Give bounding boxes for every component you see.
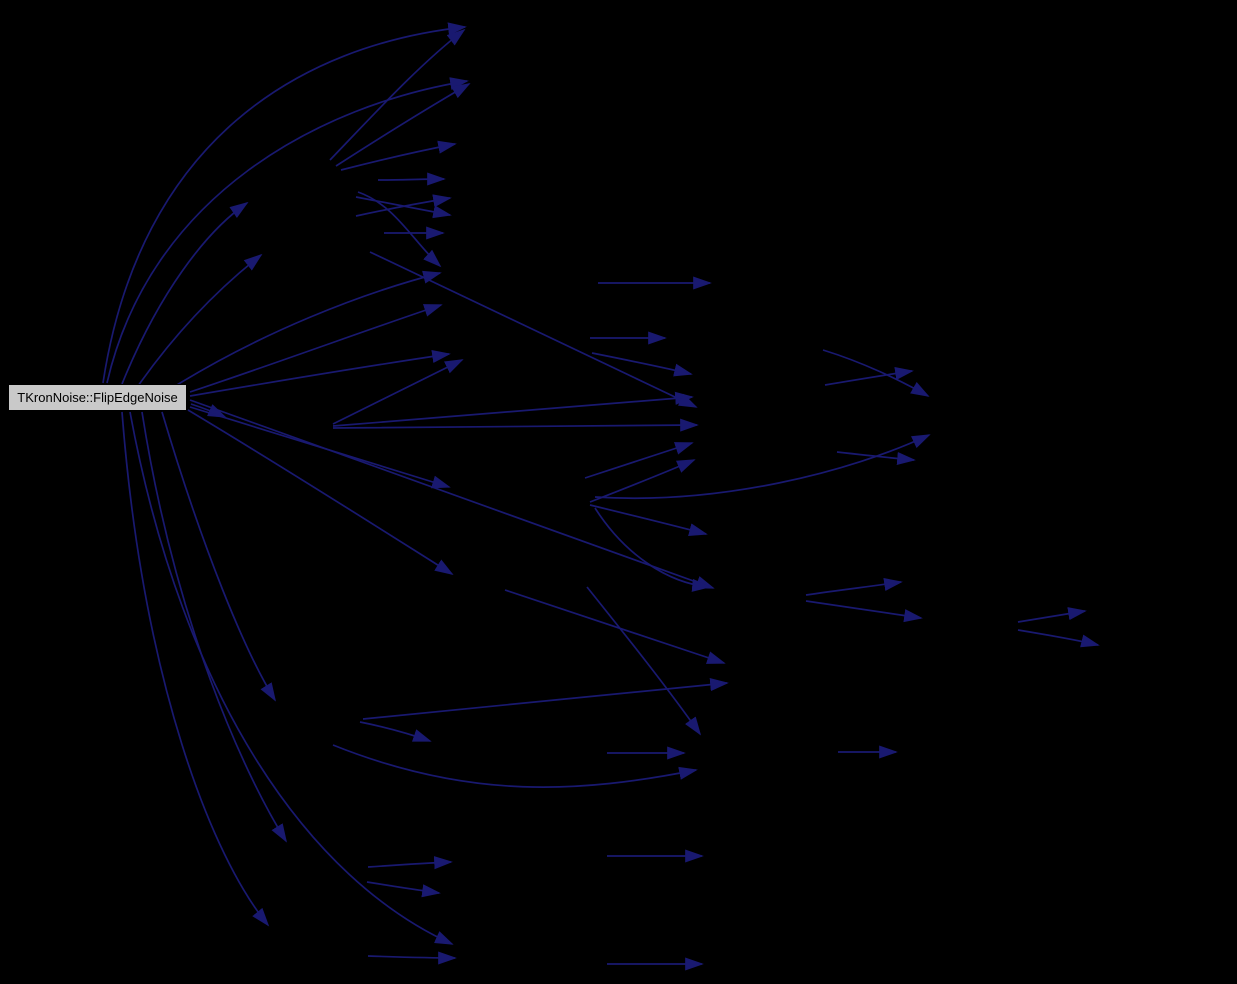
- graph-edge: [129, 411, 454, 945]
- graph-edge: [359, 721, 432, 742]
- graph-edge: [332, 418, 699, 432]
- graph-edge: [187, 409, 454, 575]
- graph-edge: [357, 191, 442, 268]
- graph-edge: [367, 856, 453, 870]
- graph-edge: [141, 411, 287, 843]
- graph-edge: [190, 403, 227, 418]
- graph-edge: [102, 22, 467, 384]
- graph-edge: [355, 196, 452, 219]
- graph-edge: [332, 359, 464, 425]
- graph-edge: [589, 504, 708, 537]
- graph-edge: [822, 349, 930, 397]
- graph-edge: [106, 77, 469, 384]
- graph-edge: [332, 744, 698, 788]
- graph-edge: [189, 399, 715, 589]
- edges-layer: [102, 22, 1100, 971]
- graph-edge: [161, 411, 276, 702]
- graph-edge: [189, 349, 451, 397]
- graph-edge: [171, 270, 442, 389]
- graph-edge: [377, 172, 446, 186]
- graph-edge: [355, 194, 452, 217]
- graph-edge: [121, 411, 270, 927]
- graph-edge: [504, 589, 726, 664]
- graph-edge: [1017, 607, 1087, 623]
- graph-edge: [340, 140, 457, 171]
- graph-edge: [591, 352, 693, 377]
- graph-edge: [329, 28, 466, 161]
- node-tkronnoise-flipedgenoise[interactable]: TKronNoise::FlipEdgeNoise: [8, 384, 187, 411]
- node-label: TKronNoise::FlipEdgeNoise: [17, 390, 178, 405]
- graph-edge: [589, 459, 696, 503]
- graph-edge: [366, 881, 441, 898]
- graph-edge: [332, 391, 694, 427]
- graph-edge: [189, 406, 451, 489]
- graph-edge: [584, 442, 694, 479]
- graph-edge: [121, 201, 249, 385]
- graph-edge: [369, 251, 698, 408]
- graph-edge: [137, 253, 263, 387]
- graph-edge: [367, 951, 457, 965]
- graph-edge: [594, 507, 711, 592]
- graph-edge: [805, 600, 923, 623]
- graph-edge: [594, 434, 931, 500]
- graph-edge: [189, 304, 443, 393]
- graph-edge: [805, 577, 903, 596]
- graph-edge: [335, 83, 471, 167]
- graph-edge: [836, 451, 916, 466]
- graph-edge: [1017, 629, 1100, 648]
- graph-edge: [362, 678, 729, 720]
- graph-edge: [824, 366, 914, 386]
- graph-edge: [586, 586, 702, 736]
